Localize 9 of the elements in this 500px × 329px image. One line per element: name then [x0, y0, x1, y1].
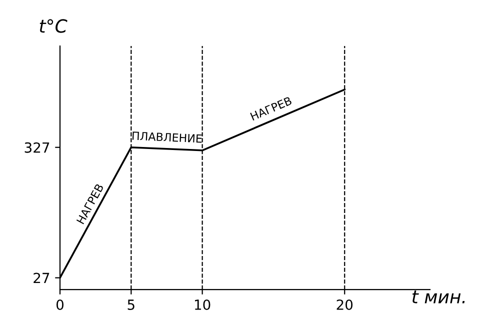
y-tick-label: 27	[34, 272, 50, 284]
y-axis-title: t°C	[40, 19, 68, 33]
x-tick-label: 10	[194, 299, 210, 310]
annotation: ПЛАВЛЕНИЕ	[132, 132, 202, 143]
y-tick-label: 327	[24, 142, 50, 153]
x-axis-title: t мин.	[412, 290, 465, 304]
x-tick-label: 5	[128, 300, 134, 310]
x-tick-label: 20	[336, 299, 353, 310]
x-tick-label: 0	[56, 299, 64, 310]
